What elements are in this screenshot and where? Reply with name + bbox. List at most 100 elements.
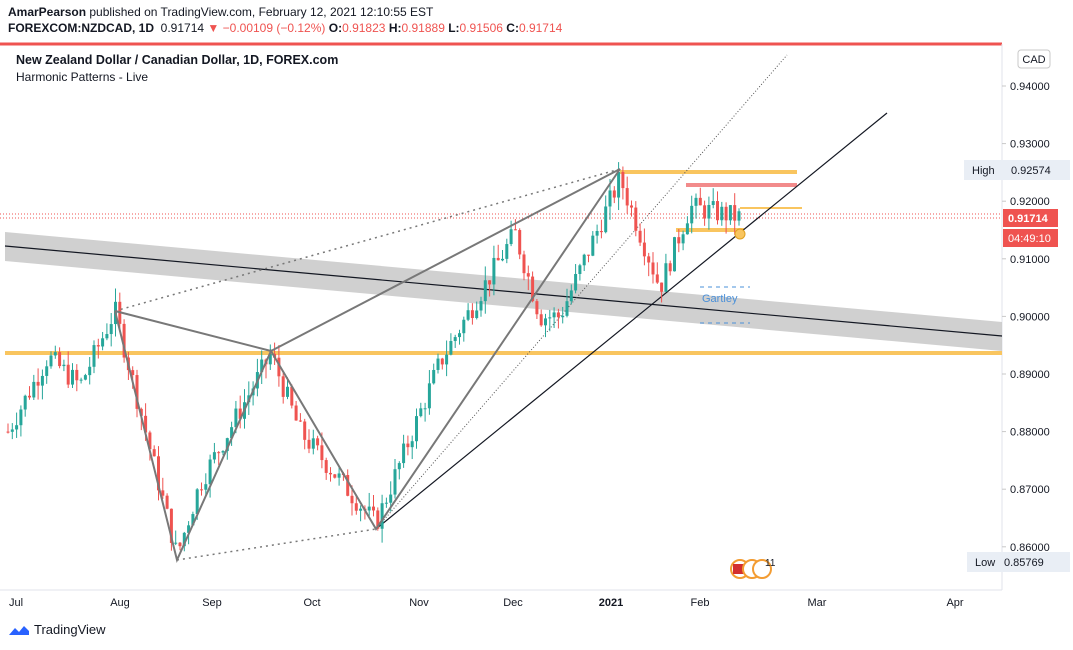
candle-body: [88, 366, 92, 376]
candle-body: [492, 257, 496, 285]
candle-body: [204, 484, 208, 490]
candle-body: [316, 438, 320, 446]
candle-body: [260, 359, 264, 373]
candle-body: [230, 427, 234, 439]
candle-body: [634, 207, 638, 231]
candle-body: [393, 469, 397, 495]
candle-body: [234, 408, 238, 428]
currency-box[interactable]: [1017, 49, 1051, 69]
price-tag-box: [1003, 209, 1058, 227]
candle-body: [311, 438, 315, 449]
candle-body: [182, 532, 186, 547]
publish-date: published on TradingView.com, February 1…: [86, 5, 434, 19]
candle-body: [268, 353, 272, 365]
candle-body: [711, 201, 715, 205]
candle-body: [427, 383, 431, 409]
candle-body: [191, 514, 195, 526]
pattern-ac-dotted: [176, 528, 377, 561]
candle-body: [651, 262, 655, 275]
candle-body: [139, 408, 143, 416]
price-change: −0.00109 (−0.12%): [222, 21, 326, 35]
candle-body: [569, 290, 573, 302]
candle-body: [169, 508, 173, 543]
event-badge-icon-2[interactable]: [752, 559, 772, 579]
time-axis[interactable]: Jul Aug Sep Oct Nov Dec 2021 Feb Mar Apr: [9, 597, 964, 609]
candle-body: [513, 229, 517, 231]
candle-body: [157, 456, 160, 491]
candle-body: [548, 317, 552, 319]
candle-body: [707, 204, 711, 219]
candle-body: [152, 449, 156, 457]
candle-body: [552, 312, 556, 318]
candle-body: [195, 489, 199, 515]
brand-name: TradingView: [34, 622, 106, 637]
price-axis[interactable]: 0.94000 0.93000 0.92000 0.91000 0.90000 0.890…: [1002, 81, 1050, 554]
candle-body: [668, 263, 672, 272]
legend-title[interactable]: New Zealand Dollar / Canadian Dollar, 1D…: [16, 53, 339, 67]
low-label: L:: [448, 21, 460, 35]
candle-body: [458, 333, 461, 338]
trendline-dotted[interactable]: [375, 54, 788, 530]
candle-body: [526, 273, 530, 277]
footer-brand[interactable]: TradingView: [8, 622, 106, 637]
candle-body: [346, 475, 350, 496]
candle-body: [40, 375, 44, 386]
candle-body: [208, 459, 212, 485]
candle-body: [320, 445, 324, 461]
close-label: C:: [506, 21, 519, 35]
author-name[interactable]: AmarPearson: [8, 5, 87, 19]
time-tick-label: Nov: [409, 597, 429, 609]
candle-body: [488, 280, 492, 285]
candle-body: [445, 354, 449, 365]
candle-body: [716, 201, 719, 221]
candle-body: [449, 341, 453, 355]
candle-body: [165, 495, 169, 509]
candle-body: [389, 494, 393, 503]
candle-body: [329, 472, 332, 475]
tradingview-logo-icon: [9, 625, 29, 635]
candle-body: [53, 352, 57, 356]
candle-body: [612, 190, 616, 198]
candle-body: [75, 369, 79, 381]
candle-body: [664, 263, 668, 292]
candle-body: [10, 429, 14, 432]
candle-body: [462, 319, 466, 334]
countdown-text: 04:49:10: [1008, 233, 1051, 245]
candle-body: [440, 358, 444, 365]
harmonic-pattern-legs[interactable]: [114, 168, 621, 564]
candle-body: [625, 188, 629, 206]
canada-flag-icon: [733, 564, 747, 574]
candle-body: [423, 408, 427, 410]
pattern-xb-line: [114, 310, 272, 352]
candle-body: [544, 318, 547, 326]
candle-body: [144, 415, 148, 433]
high-value-text: 0.92574: [1011, 165, 1051, 177]
gartley-label[interactable]: Gartley: [702, 293, 738, 305]
candle-body: [677, 237, 681, 244]
indicator-name[interactable]: Harmonic Patterns - Live: [16, 70, 149, 84]
regression-midline[interactable]: [4, 245, 1003, 337]
candle-body: [109, 324, 113, 335]
low-value-text: 0.85769: [1004, 557, 1044, 569]
candle-body: [350, 495, 354, 504]
candle-body: [66, 364, 70, 385]
candle-body: [6, 431, 10, 433]
candle-body: [290, 386, 294, 406]
time-tick-label: Sep: [202, 597, 222, 609]
candle-body: [101, 338, 105, 347]
candle-body: [483, 280, 487, 302]
candle-body: [737, 211, 741, 221]
candle-body: [621, 172, 625, 189]
signal-marker-icon[interactable]: [734, 228, 746, 240]
candle-body: [539, 314, 543, 326]
candle-body: [178, 542, 182, 547]
candle-body: [419, 408, 423, 417]
candle-body: [599, 230, 603, 233]
candle-body: [83, 375, 87, 380]
trendline-solid[interactable]: [375, 112, 888, 530]
chart-legend: New Zealand Dollar / Canadian Dollar, 1D…: [16, 52, 338, 86]
price-tick-label: 0.88000: [1010, 427, 1050, 439]
candle-body: [505, 244, 509, 259]
candle-body: [406, 443, 410, 448]
